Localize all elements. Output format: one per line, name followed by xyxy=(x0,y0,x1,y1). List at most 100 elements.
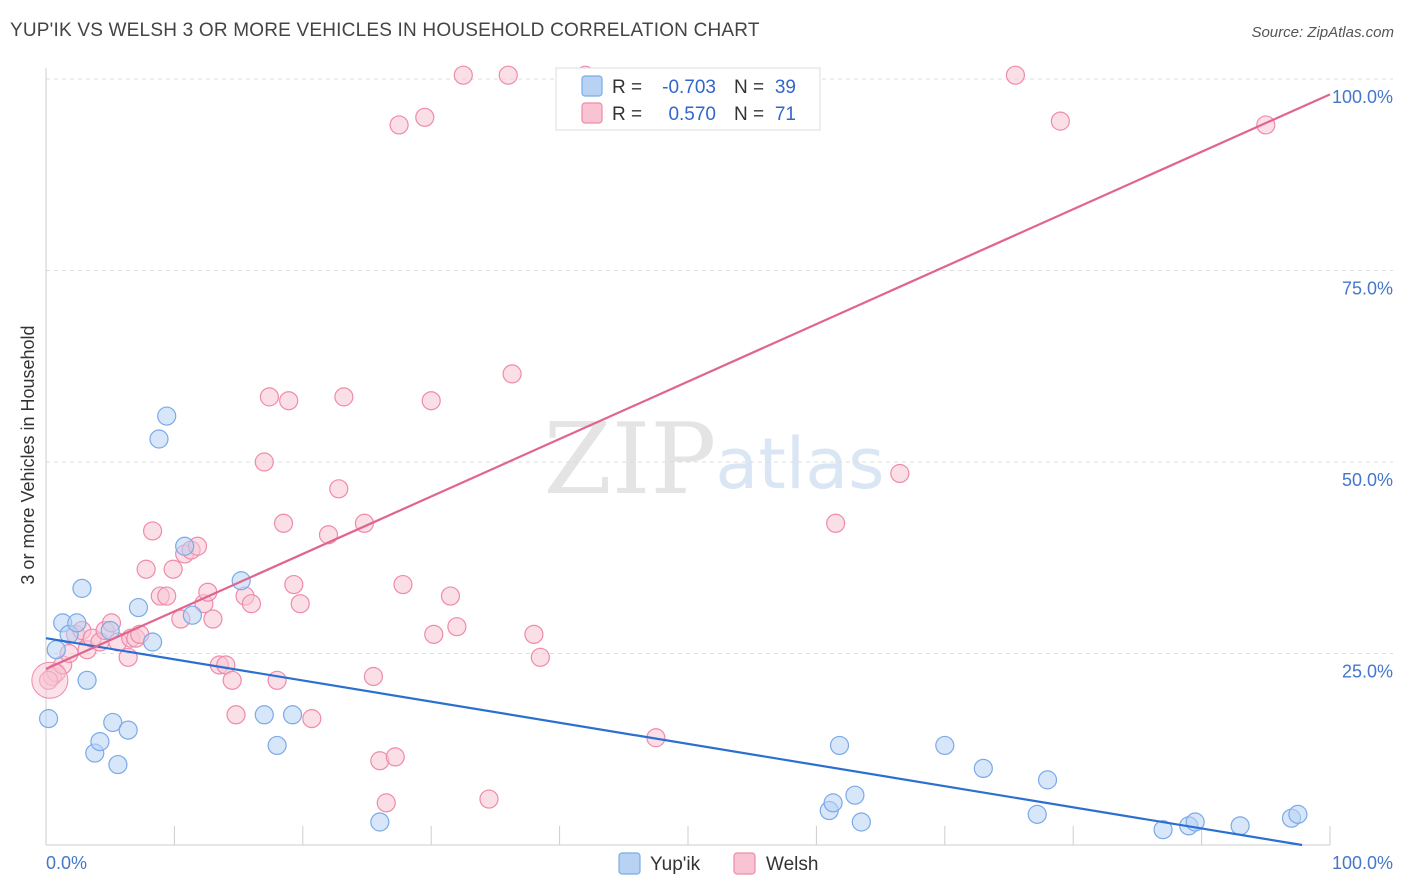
welsh-point xyxy=(826,513,846,533)
yupik-point xyxy=(175,536,195,556)
welsh-point xyxy=(385,747,405,767)
legend-yupik-swatch xyxy=(581,75,603,97)
yupik-point xyxy=(1027,804,1047,824)
legend-yupik-r-value: -0.703 xyxy=(662,77,716,98)
yupik-point xyxy=(103,712,123,733)
welsh-point xyxy=(1005,65,1026,85)
welsh-point xyxy=(290,594,310,614)
welsh-point xyxy=(329,479,349,499)
welsh-point xyxy=(1050,111,1070,131)
yupik-point xyxy=(1037,770,1058,790)
welsh-point xyxy=(254,452,274,472)
y-tick-label: 25.0% xyxy=(1342,662,1393,682)
welsh-point xyxy=(524,624,544,644)
welsh-point xyxy=(136,559,156,579)
welsh-point xyxy=(157,586,177,606)
yupik-point xyxy=(267,735,287,756)
yupik-point xyxy=(845,785,865,805)
yupik-point xyxy=(90,731,110,752)
welsh-point xyxy=(363,666,384,687)
welsh-point xyxy=(453,65,473,85)
welsh-point xyxy=(142,521,163,541)
y-tick-label: 100.0% xyxy=(1332,87,1393,107)
welsh-point xyxy=(479,789,499,809)
yupik-point xyxy=(254,705,274,725)
yupik-point xyxy=(67,613,87,633)
welsh-point xyxy=(447,617,467,637)
welsh-point xyxy=(415,107,435,127)
yupik-point xyxy=(1153,820,1173,840)
welsh-point xyxy=(440,586,461,606)
legend-welsh-swatch xyxy=(581,102,603,124)
yupik-point xyxy=(142,632,163,652)
yupik-point xyxy=(118,720,138,740)
y-axis-label: 3 or more Vehicles in Household xyxy=(18,325,38,584)
watermark-atlas: atlas xyxy=(715,423,884,505)
welsh-trend-line xyxy=(45,93,1331,670)
legend-yupik-n-label: N = xyxy=(734,77,764,98)
legend-welsh-n-label: N = xyxy=(734,104,764,125)
legend-welsh-n-value: 71 xyxy=(775,104,796,125)
yupik-point xyxy=(851,812,871,832)
yupik-point xyxy=(38,709,59,729)
welsh-point xyxy=(318,525,339,545)
yupik-point xyxy=(72,578,92,598)
welsh-point xyxy=(259,387,280,407)
yupik-points xyxy=(38,406,1308,840)
y-tick-label: 75.0% xyxy=(1342,279,1393,299)
welsh-point xyxy=(376,793,396,813)
welsh-point xyxy=(279,391,299,411)
y-tick-label: 50.0% xyxy=(1342,470,1393,490)
yupik-point xyxy=(823,793,843,813)
yupik-point xyxy=(108,754,128,775)
welsh-point xyxy=(393,574,413,595)
welsh-point xyxy=(163,559,183,579)
legend-yupik-r-label: R = xyxy=(612,77,642,98)
welsh-points xyxy=(31,65,1276,813)
bottom-legend-yupik-swatch xyxy=(618,852,641,875)
welsh-point xyxy=(389,115,409,135)
gridlines xyxy=(46,78,1393,654)
welsh-point xyxy=(890,463,910,484)
yupik-point xyxy=(77,670,97,690)
welsh-point xyxy=(498,65,518,85)
legend-yupik-n-value: 39 xyxy=(775,77,796,98)
legend-welsh-r-value: 0.570 xyxy=(668,104,716,125)
yupik-point xyxy=(128,597,149,618)
yupik-trend-line xyxy=(45,637,1303,847)
bottom-legend-yupik-label: Yup'ik xyxy=(650,854,701,875)
yupik-point xyxy=(973,758,993,779)
yupik-point xyxy=(370,812,390,832)
bottom-legend-welsh-swatch xyxy=(733,852,756,875)
welsh-point xyxy=(267,670,287,690)
yupik-point xyxy=(46,640,66,660)
welsh-point xyxy=(284,574,304,595)
welsh-point xyxy=(222,670,242,690)
yupik-point xyxy=(157,406,177,426)
yupik-point xyxy=(149,429,169,449)
y-tick-labels: 25.0% 50.0% 75.0% 100.0% xyxy=(1332,87,1393,682)
welsh-point xyxy=(530,647,550,667)
welsh-point xyxy=(334,387,354,407)
welsh-point xyxy=(273,513,294,533)
yupik-point xyxy=(1230,816,1250,836)
trend-lines xyxy=(45,93,1331,847)
welsh-point xyxy=(502,364,522,384)
welsh-point xyxy=(226,705,246,725)
watermark-zip: ZIP xyxy=(544,403,717,517)
bottom-legend-welsh-label: Welsh xyxy=(766,854,818,875)
yupik-point xyxy=(182,605,202,625)
legend-box: R = -0.703 N = 39 R = 0.570 N = 71 xyxy=(555,67,821,131)
x-tick-label-max: 100.0% xyxy=(1332,853,1393,873)
yupik-point xyxy=(1288,804,1308,824)
yupik-point xyxy=(829,735,850,756)
welsh-point xyxy=(241,594,262,614)
yupik-point xyxy=(935,735,955,756)
legend-welsh-r-label: R = xyxy=(612,104,642,125)
bottom-legend: Yup'ik Welsh xyxy=(618,852,818,875)
welsh-point xyxy=(31,661,69,699)
x-tick-label-min: 0.0% xyxy=(46,853,87,873)
chart-source: Source: ZipAtlas.com xyxy=(1251,24,1394,41)
welsh-point xyxy=(421,391,441,411)
